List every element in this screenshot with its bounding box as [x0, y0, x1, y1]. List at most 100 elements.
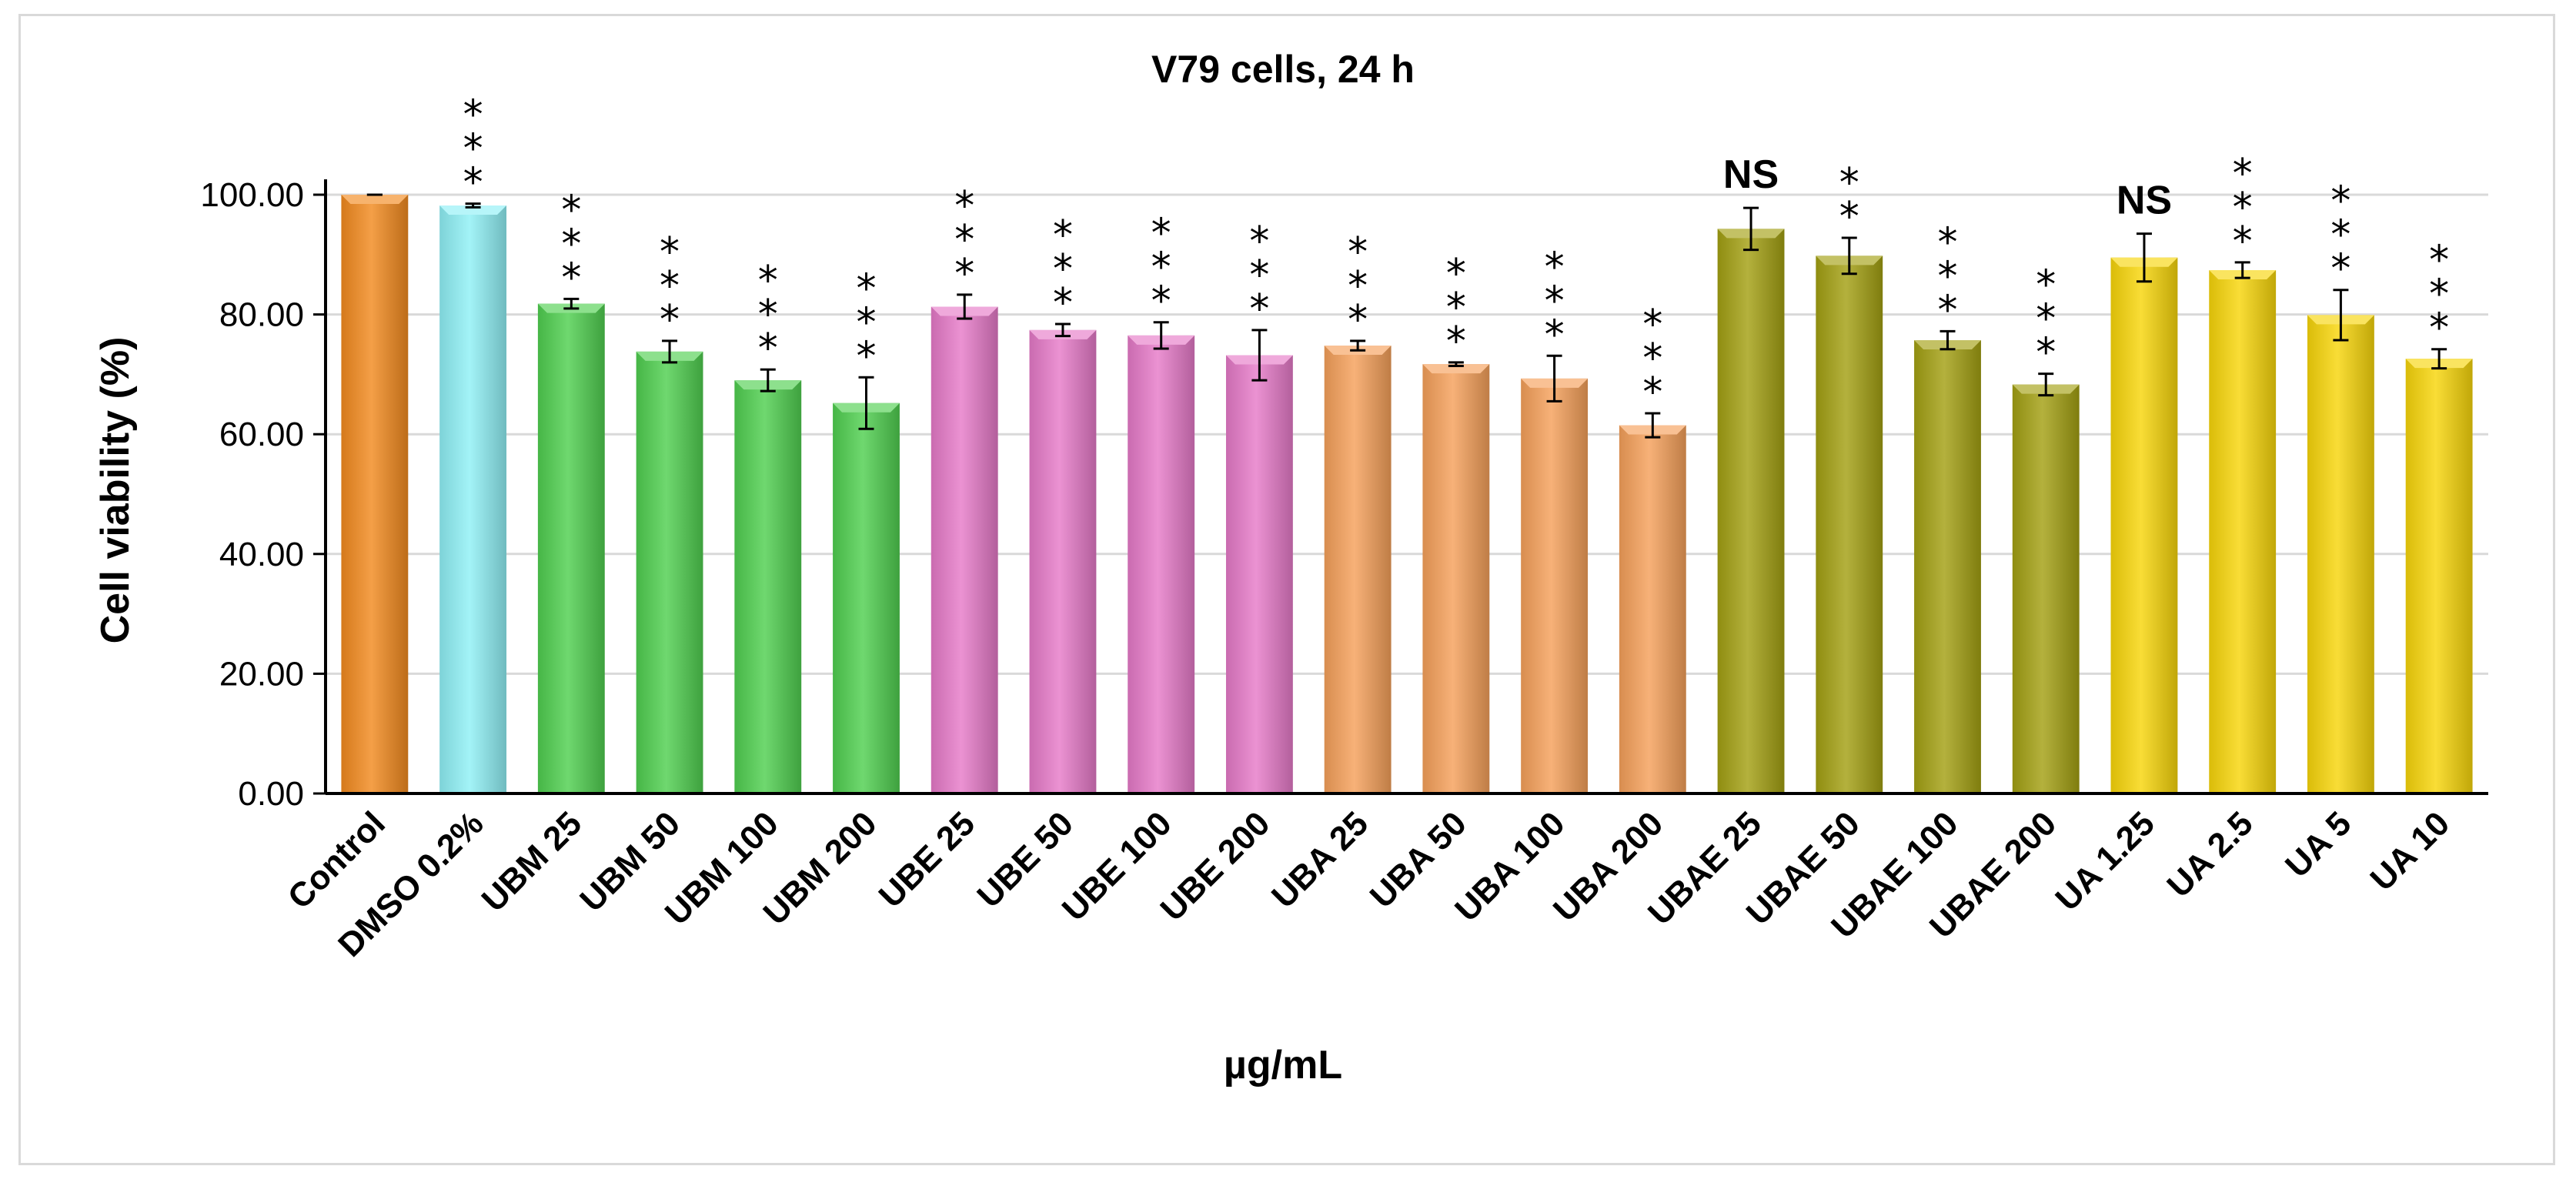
bar [341, 195, 409, 793]
significance-star: * [463, 126, 483, 172]
bar [1128, 335, 1195, 794]
y-tick-label: 0.00 [238, 775, 304, 813]
significance-star: * [1938, 253, 1958, 299]
significance-star: * [1151, 245, 1171, 291]
bar [2307, 315, 2374, 793]
x-tick-label: UA 5 [2278, 804, 2358, 884]
x-tick-label: UA 10 [2364, 804, 2457, 898]
bar [2405, 359, 2473, 793]
x-tick-label: UBE 100 [1055, 804, 1179, 928]
bar [833, 403, 900, 793]
significance-star: * [857, 266, 877, 312]
x-tick-label: UA 1.25 [2048, 804, 2162, 918]
y-tick-label: 100.00 [200, 176, 304, 214]
y-axis-title: Cell viability (%) [93, 337, 138, 644]
significance-star: * [1938, 219, 1958, 266]
bar [1816, 256, 1883, 794]
significance-label: NS [2117, 179, 2172, 223]
significance-star: * [1642, 369, 1662, 416]
significance-star: * [1249, 286, 1269, 332]
significance-star: * [2036, 262, 2056, 309]
significance-star: * [561, 187, 581, 233]
significance-star: * [2429, 306, 2449, 352]
significance-star: * [1053, 212, 1073, 259]
significance-star: * [1839, 160, 1859, 206]
x-tick-label: UBE 25 [872, 804, 983, 915]
significance-star: * [1249, 219, 1269, 265]
significance-star: * [1545, 244, 1565, 290]
significance-star: * [1446, 285, 1466, 331]
chart-title: V79 cells, 24 h [1151, 48, 1415, 91]
significance-star: * [660, 229, 680, 276]
significance-star: * [463, 160, 483, 206]
bar-bevel [341, 195, 409, 204]
significance-star: * [1545, 278, 1565, 324]
significance-star: * [1151, 211, 1171, 257]
bar [1914, 340, 1981, 794]
bar [1324, 346, 1392, 793]
significance-star: * [561, 221, 581, 267]
significance-star: * [1642, 336, 1662, 382]
bar [1521, 378, 1589, 793]
significance-label: NS [1723, 152, 1779, 197]
significance-star: * [954, 217, 974, 263]
significance-star: * [2233, 185, 2253, 231]
significance-star: * [857, 299, 877, 346]
bar-bevel [1422, 364, 1490, 374]
bar [1717, 229, 1785, 793]
significance-star: * [2233, 219, 2253, 265]
significance-star: * [463, 92, 483, 139]
x-tick-label: UBE 200 [1154, 804, 1278, 928]
y-tick-label: 40.00 [219, 536, 304, 573]
bar [2110, 257, 2178, 793]
significance-star: * [1348, 263, 1368, 309]
significance-star: * [660, 297, 680, 343]
significance-star: * [1839, 194, 1859, 240]
significance-star: * [1642, 302, 1662, 348]
y-tick-label: 80.00 [219, 296, 304, 334]
bar [439, 205, 507, 793]
significance-star: * [561, 255, 581, 301]
significance-star: * [857, 333, 877, 379]
bar [2012, 384, 2080, 794]
significance-star: * [2330, 246, 2350, 292]
chart-frame: 0.00 20.00 40.00 60.00 80.00 100.00 Control * * *… [18, 14, 2555, 1165]
significance-star: * [1053, 246, 1073, 292]
y-tick-label: 20.00 [219, 655, 304, 693]
significance-star: * [2429, 238, 2449, 284]
x-tick-label: UA 2.5 [2160, 804, 2260, 904]
significance-star: * [2036, 330, 2056, 376]
significance-star: * [1249, 252, 1269, 299]
significance-star: * [758, 292, 778, 338]
bar [1422, 364, 1490, 793]
significance-star: * [2429, 272, 2449, 318]
bar [931, 306, 998, 794]
bar-bevel [439, 205, 507, 215]
significance-star: * [1545, 312, 1565, 358]
significance-star: * [954, 251, 974, 297]
y-tick-label: 60.00 [219, 416, 304, 453]
bar [734, 380, 802, 793]
significance-star: * [1938, 287, 1958, 333]
bar [1619, 425, 1686, 793]
significance-star: * [2330, 212, 2350, 259]
bar-chart: 0.0020.0040.0060.0080.00100.00Control***… [93, 48, 2488, 1087]
x-axis-title: µg/mL [1224, 1043, 1342, 1087]
significance-star: * [1446, 251, 1466, 297]
bar [2209, 270, 2277, 793]
bar [537, 303, 605, 793]
bar [1225, 355, 1293, 793]
significance-star: * [1151, 279, 1171, 325]
significance-star: * [2330, 179, 2350, 225]
significance-star: * [954, 183, 974, 229]
bar [636, 351, 703, 793]
significance-star: * [1348, 297, 1368, 343]
x-tick-label: UBA 25 [1265, 804, 1375, 915]
significance-star: * [758, 326, 778, 372]
bar [1029, 329, 1097, 793]
x-tick-label: UBM 25 [475, 804, 590, 919]
significance-star: * [1446, 319, 1466, 365]
significance-star: * [660, 263, 680, 309]
significance-star: * [2233, 151, 2253, 197]
significance-star: * [2036, 296, 2056, 342]
